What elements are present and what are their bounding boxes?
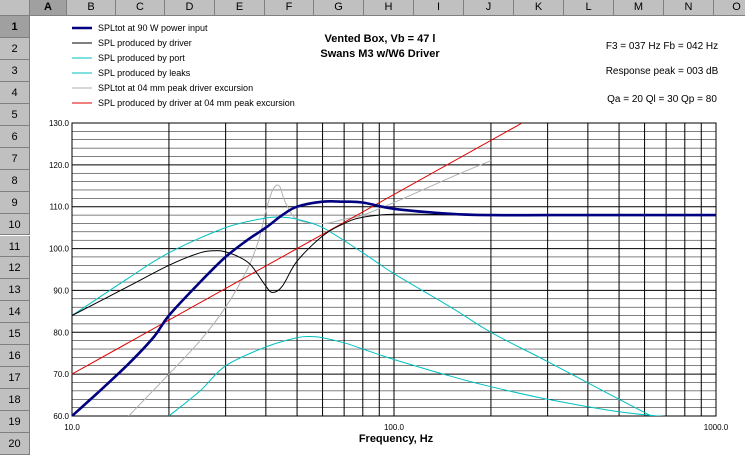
y-tick-label: 70.0 [53,370,69,379]
row-header-9[interactable]: 9 [0,191,30,214]
row-header-8[interactable]: 8 [0,169,30,192]
y-tick-label: 60.0 [53,412,69,421]
select-all-corner[interactable] [0,0,30,16]
info-line-f3-fb: F3 = 037 Hz Fb = 042 Hz [606,41,718,52]
legend-label-1: SPL produced by driver [98,38,192,48]
row-header-4[interactable]: 4 [0,81,30,104]
legend-label-5: SPL produced by driver at 04 mm peak exc… [98,98,295,108]
column-header-b[interactable]: B [67,0,116,16]
y-tick-label: 130.0 [49,119,70,128]
series-line-0 [72,200,716,416]
legend-label-0: SPLtot at 90 W power input [98,23,208,33]
row-header-6[interactable]: 6 [0,125,30,148]
x-axis-label: Frequency, Hz [359,433,434,445]
row-header-16[interactable]: 16 [0,345,30,368]
y-tick-label: 100.0 [49,245,70,254]
info-line-response-peak: Response peak = 003 dB [606,66,719,77]
series-line-4 [128,160,492,416]
column-header-o[interactable]: O [714,0,745,16]
chart-title: Vented Box, Vb = 47 l [325,33,436,45]
chart-object[interactable]: 60.0 70.0 80.0 90.0 100.0 110.0 120.0 130.0 10.0… [30,16,745,455]
x-tick-label: 1000.0 [704,423,729,432]
legend-label-3: SPL produced by leaks [98,68,191,78]
row-header-13[interactable]: 13 [0,279,30,302]
y-tick-label: 90.0 [53,286,69,295]
row-header-1[interactable]: 1 [0,16,30,38]
column-header-i[interactable]: I [414,0,464,16]
legend-label-4: SPLtot at 04 mm peak driver excursion [98,83,253,93]
column-header-k[interactable]: K [514,0,564,16]
y-tick-label: 110.0 [50,203,70,212]
series-layer [72,123,716,416]
series-line-3 [168,335,665,416]
row-header-18[interactable]: 18 [0,389,30,412]
legend-label-2: SPL produced by port [98,53,185,63]
column-header-f[interactable]: F [265,0,314,16]
row-header-19[interactable]: 19 [0,411,30,434]
column-header-c[interactable]: C [116,0,165,16]
row-header-14[interactable]: 14 [0,301,30,324]
y-tick-label: 80.0 [53,328,69,337]
series-line-5 [72,123,523,375]
row-header-12[interactable]: 12 [0,257,30,280]
row-header-5[interactable]: 5 [0,103,30,126]
column-header-l[interactable]: L [564,0,614,16]
legend: SPLtot at 90 W power input SPL produced b… [72,23,295,108]
row-header-10[interactable]: 10 [0,213,30,236]
column-header-j[interactable]: J [464,0,514,16]
x-tick-label: 100.0 [384,423,405,432]
tick-labels: 60.0 70.0 80.0 90.0 100.0 110.0 120.0 130.0 10.0… [49,119,729,432]
column-header-e[interactable]: E [215,0,265,16]
x-tick-label: 10.0 [64,423,80,432]
column-header-d[interactable]: D [165,0,215,16]
column-header-n[interactable]: N [664,0,714,16]
row-header-11[interactable]: 11 [0,235,30,258]
column-header-a[interactable]: A [30,0,67,16]
info-line-q-values: Qa = 20 Ql = 30 Qp = 80 [607,94,717,105]
series-line-2 [72,216,653,416]
grid-lines [72,123,716,416]
column-header-g[interactable]: G [314,0,364,16]
row-header-17[interactable]: 17 [0,367,30,390]
row-header-20[interactable]: 20 [0,433,30,455]
worksheet-grid[interactable]: 60.0 70.0 80.0 90.0 100.0 110.0 120.0 130.0 10.0… [30,16,745,455]
row-header-2[interactable]: 2 [0,37,30,60]
column-header-h[interactable]: H [364,0,414,16]
row-header-3[interactable]: 3 [0,59,30,82]
column-header-m[interactable]: M [614,0,664,16]
row-header-7[interactable]: 7 [0,147,30,170]
chart-subtitle: Swans M3 w/W6 Driver [320,48,440,60]
row-header-15[interactable]: 15 [0,323,30,346]
y-tick-label: 120.0 [49,161,70,170]
